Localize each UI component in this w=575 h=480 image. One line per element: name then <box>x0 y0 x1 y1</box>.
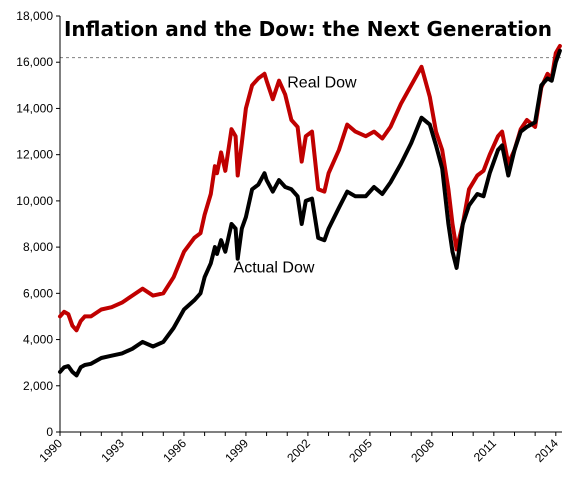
x-tick-label: 2005 <box>346 436 375 465</box>
y-tick-label: 6,000 <box>23 286 53 300</box>
y-tick-label: 0 <box>46 425 53 439</box>
y-tick-label: 12,000 <box>16 148 53 162</box>
y-tick-label: 10,000 <box>16 194 53 208</box>
x-tick-label: 2011 <box>471 436 499 464</box>
y-tick-label: 8,000 <box>23 240 53 254</box>
x-tick-label: 2002 <box>284 436 313 465</box>
actual-dow-label: Actual Dow <box>234 260 315 277</box>
y-tick-label: 2,000 <box>23 379 53 393</box>
y-tick-label: 16,000 <box>16 55 53 69</box>
y-tick-label: 4,000 <box>23 333 53 347</box>
y-tick-label: 14,000 <box>16 101 53 115</box>
x-tick-label: 1993 <box>98 436 127 465</box>
y-tick-label: 18,000 <box>16 9 53 23</box>
x-tick-label: 2014 <box>532 436 561 465</box>
x-tick-label: 2008 <box>408 436 437 465</box>
actual-dow-line <box>58 48 562 378</box>
x-tick-label: 1999 <box>222 436 251 465</box>
real-dow-label: Real Dow <box>287 75 357 92</box>
x-tick-label: 1990 <box>36 436 65 465</box>
x-tick-label: 1996 <box>160 436 189 465</box>
real-dow-line <box>58 44 562 333</box>
chart-title: Inflation and the Dow: the Next Generati… <box>64 17 552 41</box>
plot-area: 0 2,000 4,000 6,000 8,000 10,000 12,000 14,000 1… <box>16 9 562 465</box>
